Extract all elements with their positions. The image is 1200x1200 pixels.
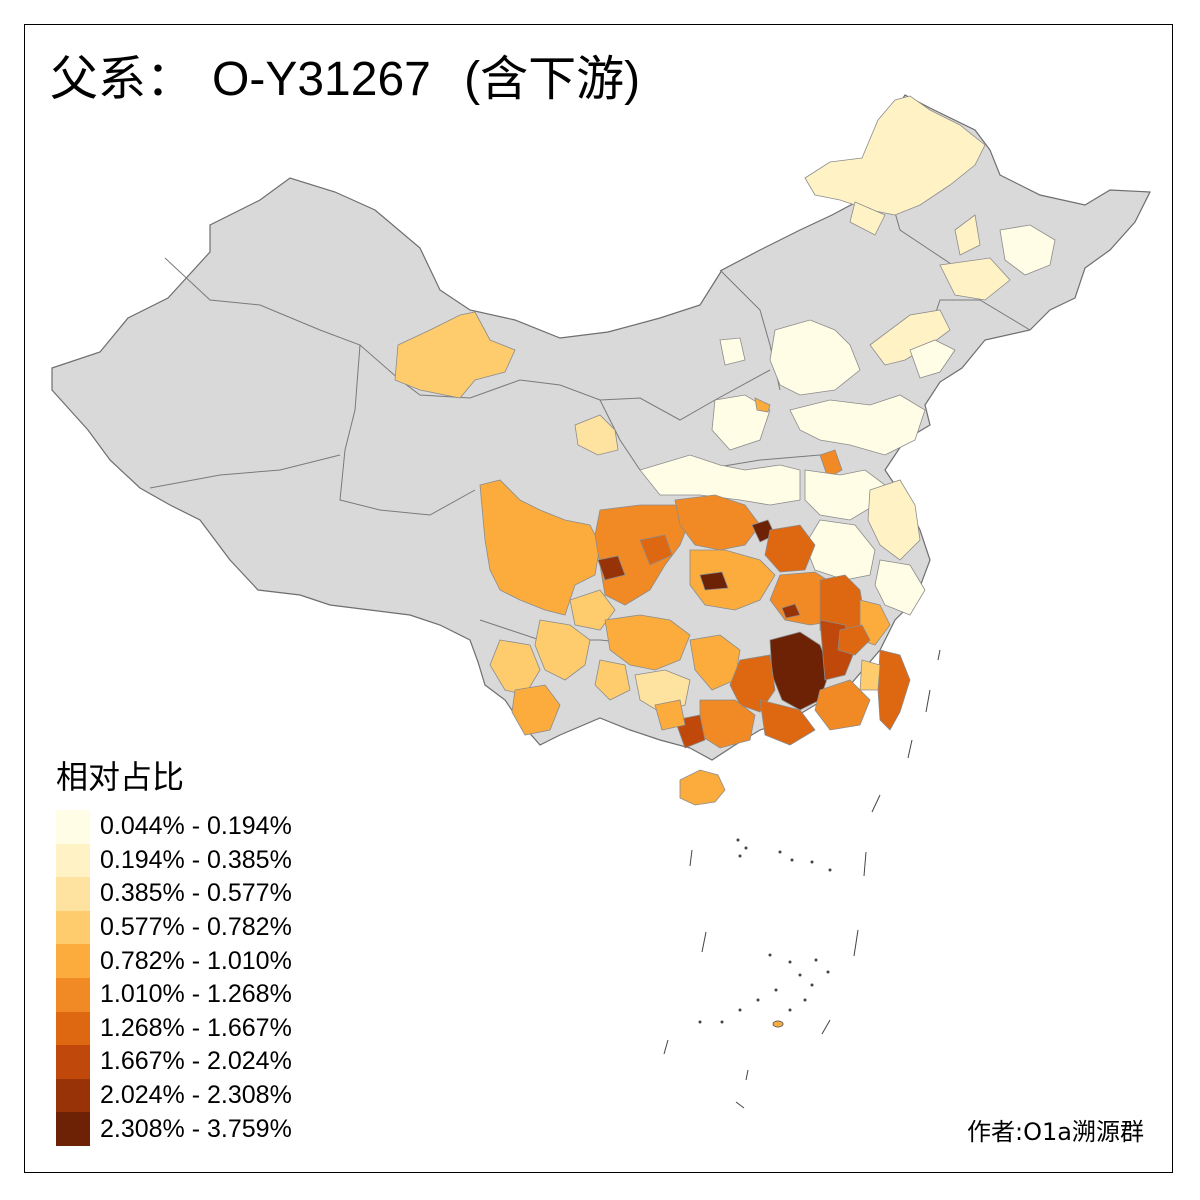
shaded-region [679, 769, 726, 806]
shaded-region [534, 619, 591, 681]
shaded-region [574, 414, 619, 456]
shaded-region [394, 311, 516, 399]
shaded-region [954, 214, 981, 256]
legend-label: 1.010% - 1.268% [100, 980, 292, 1009]
shaded-region [874, 559, 926, 616]
shaded-region [699, 571, 729, 591]
legend-title: 相对占比 [56, 758, 185, 796]
legend-swatch [56, 944, 90, 978]
legend-swatch [56, 910, 90, 945]
legend: 相对占比 0.044% - 0.194% 0.194% - 0.385% 0.385… [56, 752, 292, 1146]
shaded-region [869, 309, 951, 366]
legend-item: 0.577% - 0.782% [56, 910, 292, 945]
shaded-region [769, 319, 861, 396]
shaded-region [867, 479, 921, 561]
shaded-region [999, 224, 1056, 276]
map-frame [24, 24, 1173, 1173]
shaded-region [859, 659, 881, 691]
legend-label: 0.385% - 0.577% [100, 879, 292, 908]
legend-swatch [56, 843, 90, 878]
data-region-layer [394, 95, 1056, 806]
shaded-region [837, 624, 871, 656]
shaded-region [939, 257, 1011, 301]
legend-swatch [56, 1011, 90, 1046]
shaded-region [759, 699, 816, 746]
shaded-region [594, 659, 631, 701]
legend-label: 0.194% - 0.385% [100, 845, 292, 874]
legend-label: 1.667% - 2.024% [100, 1047, 292, 1076]
shaded-region [909, 339, 956, 379]
shaded-region [729, 654, 776, 713]
shaded-region [877, 649, 911, 731]
shaded-region [674, 494, 761, 551]
legend-swatch [56, 977, 90, 1012]
legend-item: 0.044% - 0.194% [56, 810, 292, 844]
shaded-region [604, 614, 691, 671]
legend-label: 2.024% - 2.308% [100, 1081, 292, 1110]
shaded-region [479, 479, 601, 616]
legend-item: 1.667% - 2.024% [56, 1045, 292, 1079]
legend-swatch [56, 1078, 90, 1113]
shaded-region [511, 684, 561, 736]
shaded-region [654, 699, 686, 731]
shaded-region [689, 549, 776, 611]
title-haplogroup: O-Y31267 [212, 53, 431, 106]
map-title: 父系： O-Y31267 (含下游) [50, 55, 640, 104]
legend-item: 0.782% - 1.010% [56, 944, 292, 978]
legend-swatch [56, 1112, 90, 1146]
legend-label: 1.268% - 1.667% [100, 1013, 292, 1042]
legend-item: 2.024% - 2.308% [56, 1078, 292, 1113]
legend-rows: 0.044% - 0.194% 0.194% - 0.385% 0.385% - 0… [56, 810, 292, 1146]
legend-swatch [56, 877, 90, 911]
legend-swatch [56, 810, 90, 844]
shaded-region [754, 397, 771, 413]
legend-item: 1.010% - 1.268% [56, 977, 292, 1012]
legend-label: 2.308% - 3.759% [100, 1114, 292, 1143]
legend-item: 1.268% - 1.667% [56, 1011, 292, 1046]
legend-label: 0.782% - 1.010% [100, 946, 292, 975]
island-dots [698, 838, 832, 1024]
shaded-region [819, 449, 843, 479]
legend-item: 0.385% - 0.577% [56, 877, 292, 911]
shaded-region [719, 337, 746, 366]
south-china-sea-islands [663, 649, 941, 1109]
title-prefix: 父系： [50, 51, 195, 107]
shaded-region [597, 555, 626, 581]
legend-item: 0.194% - 0.385% [56, 843, 292, 878]
legend-label: 0.044% - 0.194% [100, 812, 292, 841]
shaded-region [781, 603, 801, 619]
nansha-shaded-island [772, 1020, 784, 1028]
title-suffix: (含下游) [464, 53, 641, 106]
shaded-region [789, 394, 926, 456]
shaded-region [711, 394, 771, 451]
author-credit: 作者:O1a溯源群 [967, 1118, 1144, 1146]
legend-swatch [56, 1045, 90, 1079]
legend-label: 0.577% - 0.782% [100, 913, 292, 942]
shaded-region [814, 679, 871, 731]
shaded-region [639, 534, 673, 566]
shaded-region [849, 201, 886, 236]
legend-item: 2.308% - 3.759% [56, 1112, 292, 1146]
shaded-region [639, 454, 801, 506]
shaded-region [764, 524, 816, 573]
